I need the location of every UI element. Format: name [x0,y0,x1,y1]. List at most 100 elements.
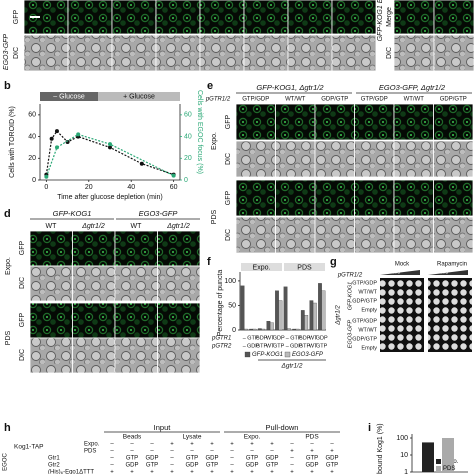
row-label: pGTR2 [211,344,232,350]
row-label: Empty [361,307,377,313]
table-cell: – [230,449,234,455]
annotation: – Glucose [53,93,85,100]
x-tick-label: GDP [290,343,302,349]
column-label: WT [46,223,58,230]
bar [321,290,326,331]
row-label: DIC [386,47,393,59]
bar [261,328,266,331]
x-tick-label: WT [309,335,318,341]
micrograph [393,140,434,178]
y-axis-label: Cells with TOROID (%) [9,106,16,178]
x-tick-label: WT [266,335,275,341]
panel-title: GFP-KOG1 [53,209,92,218]
table-cell: GTP [186,456,198,462]
subgroup-header: Lysate [183,434,202,441]
micrograph [114,230,158,267]
micrograph [287,0,333,35]
table-cell: – [170,463,174,469]
row-group-label: Kog1-TAP [14,444,44,451]
table-cell: – [330,442,334,448]
condition-label: PDS [5,330,12,345]
condition-label: Expo. [211,132,218,150]
row-label: GTP/GDP [352,280,377,286]
table-cell: GDP [125,463,138,469]
side-label: EGOC [3,453,9,471]
table-cell: + [290,449,294,455]
micrograph [114,265,158,302]
table-cell: + [310,449,314,455]
table-cell: – [110,449,114,455]
table-cell: + [250,442,254,448]
strain-label: GFP-KOG1 [347,282,353,310]
y-axis-label: Percentage of puncta [217,270,224,337]
group-header [241,263,282,271]
table-cell: + [230,470,234,474]
y2-tick-label: 20 [184,155,192,162]
bar [309,300,314,331]
row-label: WT/WT [358,327,377,333]
channel-label: DIC [19,277,26,289]
micrograph [331,34,377,72]
y-tick-label: 10 [400,452,408,459]
table-cell: GTP [206,463,218,469]
data-point [44,174,49,179]
dilution-wedge [380,270,420,275]
micrograph [72,337,116,374]
channel-label: GFP [19,240,26,255]
micrograph [275,216,316,254]
micrograph [157,230,201,267]
data-point [108,145,112,150]
micrograph [155,34,201,72]
bar [318,283,322,331]
table-cell: GDP [145,456,158,462]
column-label: GDP/GTP [440,97,467,103]
y2-tick-label: 40 [184,133,192,140]
legend-swatch [284,351,291,358]
column-label: WT/WT [285,97,306,103]
background-label: Δgtr1/2 [336,305,342,326]
subgroup-header: Beads [123,434,142,441]
table-cell: GDP [205,456,218,462]
table-cell: + [130,470,134,474]
table-cell: + [330,470,334,474]
scale-bar [30,16,40,18]
table-cell: – [270,449,274,455]
micrograph [433,140,474,178]
table-cell: + [190,470,194,474]
plasmid-label: pGTR1/2 [337,273,363,279]
micrograph [275,179,316,217]
panel-title: GFP-KOG1, Δgtr1/2 [256,83,324,92]
x-tick-label: GTP [256,343,268,349]
channel-label: DIC [225,153,232,165]
micrograph [235,216,276,254]
row-label: GDP/GTP [352,336,377,342]
group-header: Pull-down [266,423,299,432]
data-point [54,145,59,150]
micrograph [331,0,377,35]
table-cell: – [130,442,134,448]
x-tick-label: GDP [299,335,311,341]
table-cell: GTP [326,463,338,469]
bar [442,438,454,472]
channel-label: GFP [225,190,232,205]
x-tick-label: 40 [127,184,135,191]
bar [269,322,274,331]
panel-label: h [4,422,11,434]
micrograph [314,103,355,141]
micrograph [433,103,474,141]
table-cell: + [330,449,334,455]
table-cell: + [310,470,314,474]
legend-swatch [244,351,251,358]
bar [249,328,254,331]
table-cell: + [210,470,214,474]
y-axis-label: Bead-bound Kog1 (%) [377,423,384,474]
dilution-wedge [428,270,468,275]
micrograph [314,140,355,178]
bar [240,285,245,331]
bar [244,328,248,331]
y-tick-label: 1 [404,469,408,474]
strain-label: EGO3-GFP [347,319,353,348]
group-header: Input [154,423,172,432]
column-label: GDP/GTP [321,97,348,103]
micrograph [393,216,434,254]
